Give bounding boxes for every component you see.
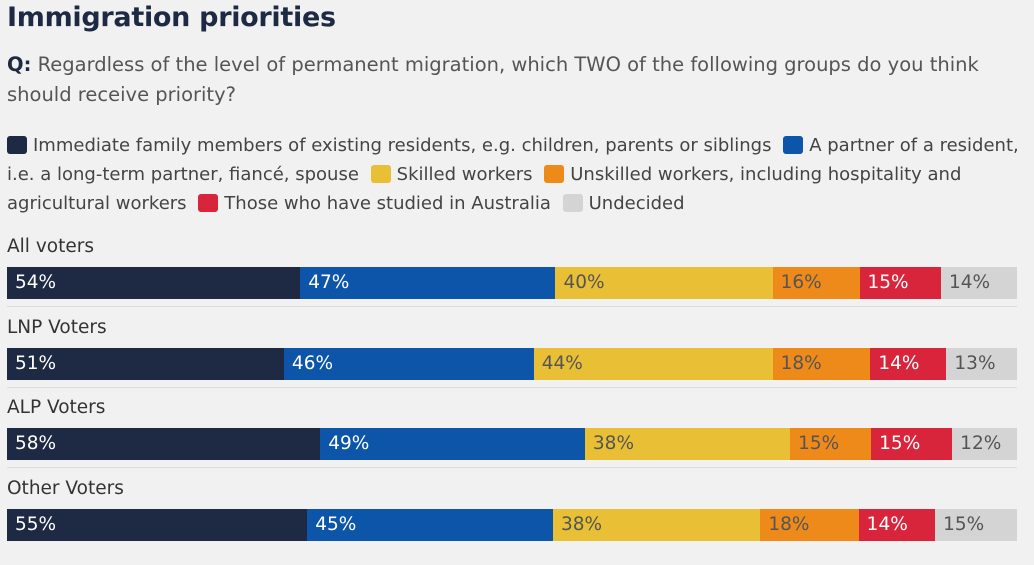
legend-item: Those who have studied in Australia [198,193,551,214]
stacked-bar-chart: All voters 54% 47% 40% 16% 15% 14% LNP Voters 51… [7,236,1018,546]
bar-segment: 14% [858,508,936,541]
bar-segment: 54% [7,267,301,299]
bar-segment: 40% [555,267,774,299]
legend-label: Unskilled workers, including hospitality… [7,164,962,214]
legend-swatch [783,136,804,154]
bar-segment: 46% [283,347,535,380]
bar-segment: 45% [307,508,554,541]
legend-swatch [544,165,565,183]
legend-item: Undecided [562,193,685,214]
category-label: ALP Voters [7,397,106,418]
legend-label: Those who have studied in Australia [224,193,551,214]
question-text: Q: Regardless of the level of permanent … [7,50,1027,110]
legend-swatch [7,136,27,154]
category-label: LNP Voters [7,316,107,338]
legend-item: Unskilled workers, including hospitality… [7,164,961,214]
chart-title: Immigration priorities [7,2,336,33]
category-label: All voters [7,236,94,257]
legend-label: Undecided [588,193,685,214]
bar-segment: 16% [772,267,861,299]
group-divider [7,306,1017,307]
group-divider [7,386,1017,388]
bar-segment: 15% [935,508,1018,541]
legend-item: Skilled workers [370,164,533,185]
bar-segment: 44% [533,347,774,380]
bar-segment: 55% [7,508,308,541]
bar-segment: 15% [859,267,942,299]
legend-label: Immediate family members of existing res… [33,135,772,156]
bar-segment: 58% [7,428,321,460]
legend-item: A partner of a resident, i.e. a long-ter… [7,135,1019,185]
legend-swatch [562,194,583,212]
category-label: Other Voters [7,477,124,499]
bar-row: 51% 46% 44% 18% 14% 13% [7,347,1018,380]
chart-legend: Immediate family members of existing res… [7,131,1029,218]
bar-segment: 38% [584,428,791,460]
legend-label: Skilled workers [396,164,533,185]
bar-segment: 47% [300,267,556,299]
bar-segment: 14% [870,347,947,380]
bar-segment: 13% [946,347,1018,380]
bar-segment: 18% [772,347,871,380]
bar-segment: 15% [871,428,953,460]
bar-segment: 12% [952,428,1018,460]
bar-segment: 49% [320,428,586,460]
legend-swatch [370,165,391,183]
question-label: Q: [7,53,32,76]
legend-item: Immediate family members of existing res… [7,135,771,156]
legend-label: A partner of a resident, i.e. a long-ter… [7,135,1019,185]
bar-segment: 38% [552,508,761,541]
legend-swatch [198,194,219,212]
question-body: Regardless of the level of permanent mig… [7,53,979,106]
bar-row: 55% 45% 38% 18% 14% 15% [7,508,1018,541]
bar-segment: 51% [7,347,285,380]
bar-segment: 15% [790,428,872,460]
bar-segment: 14% [940,267,1018,299]
bar-row: 58% 49% 38% 15% 15% 12% [7,428,1018,460]
bar-row: 54% 47% 40% 16% 15% 14% [7,267,1018,299]
group-divider [7,467,1017,468]
bar-segment: 18% [760,508,860,541]
